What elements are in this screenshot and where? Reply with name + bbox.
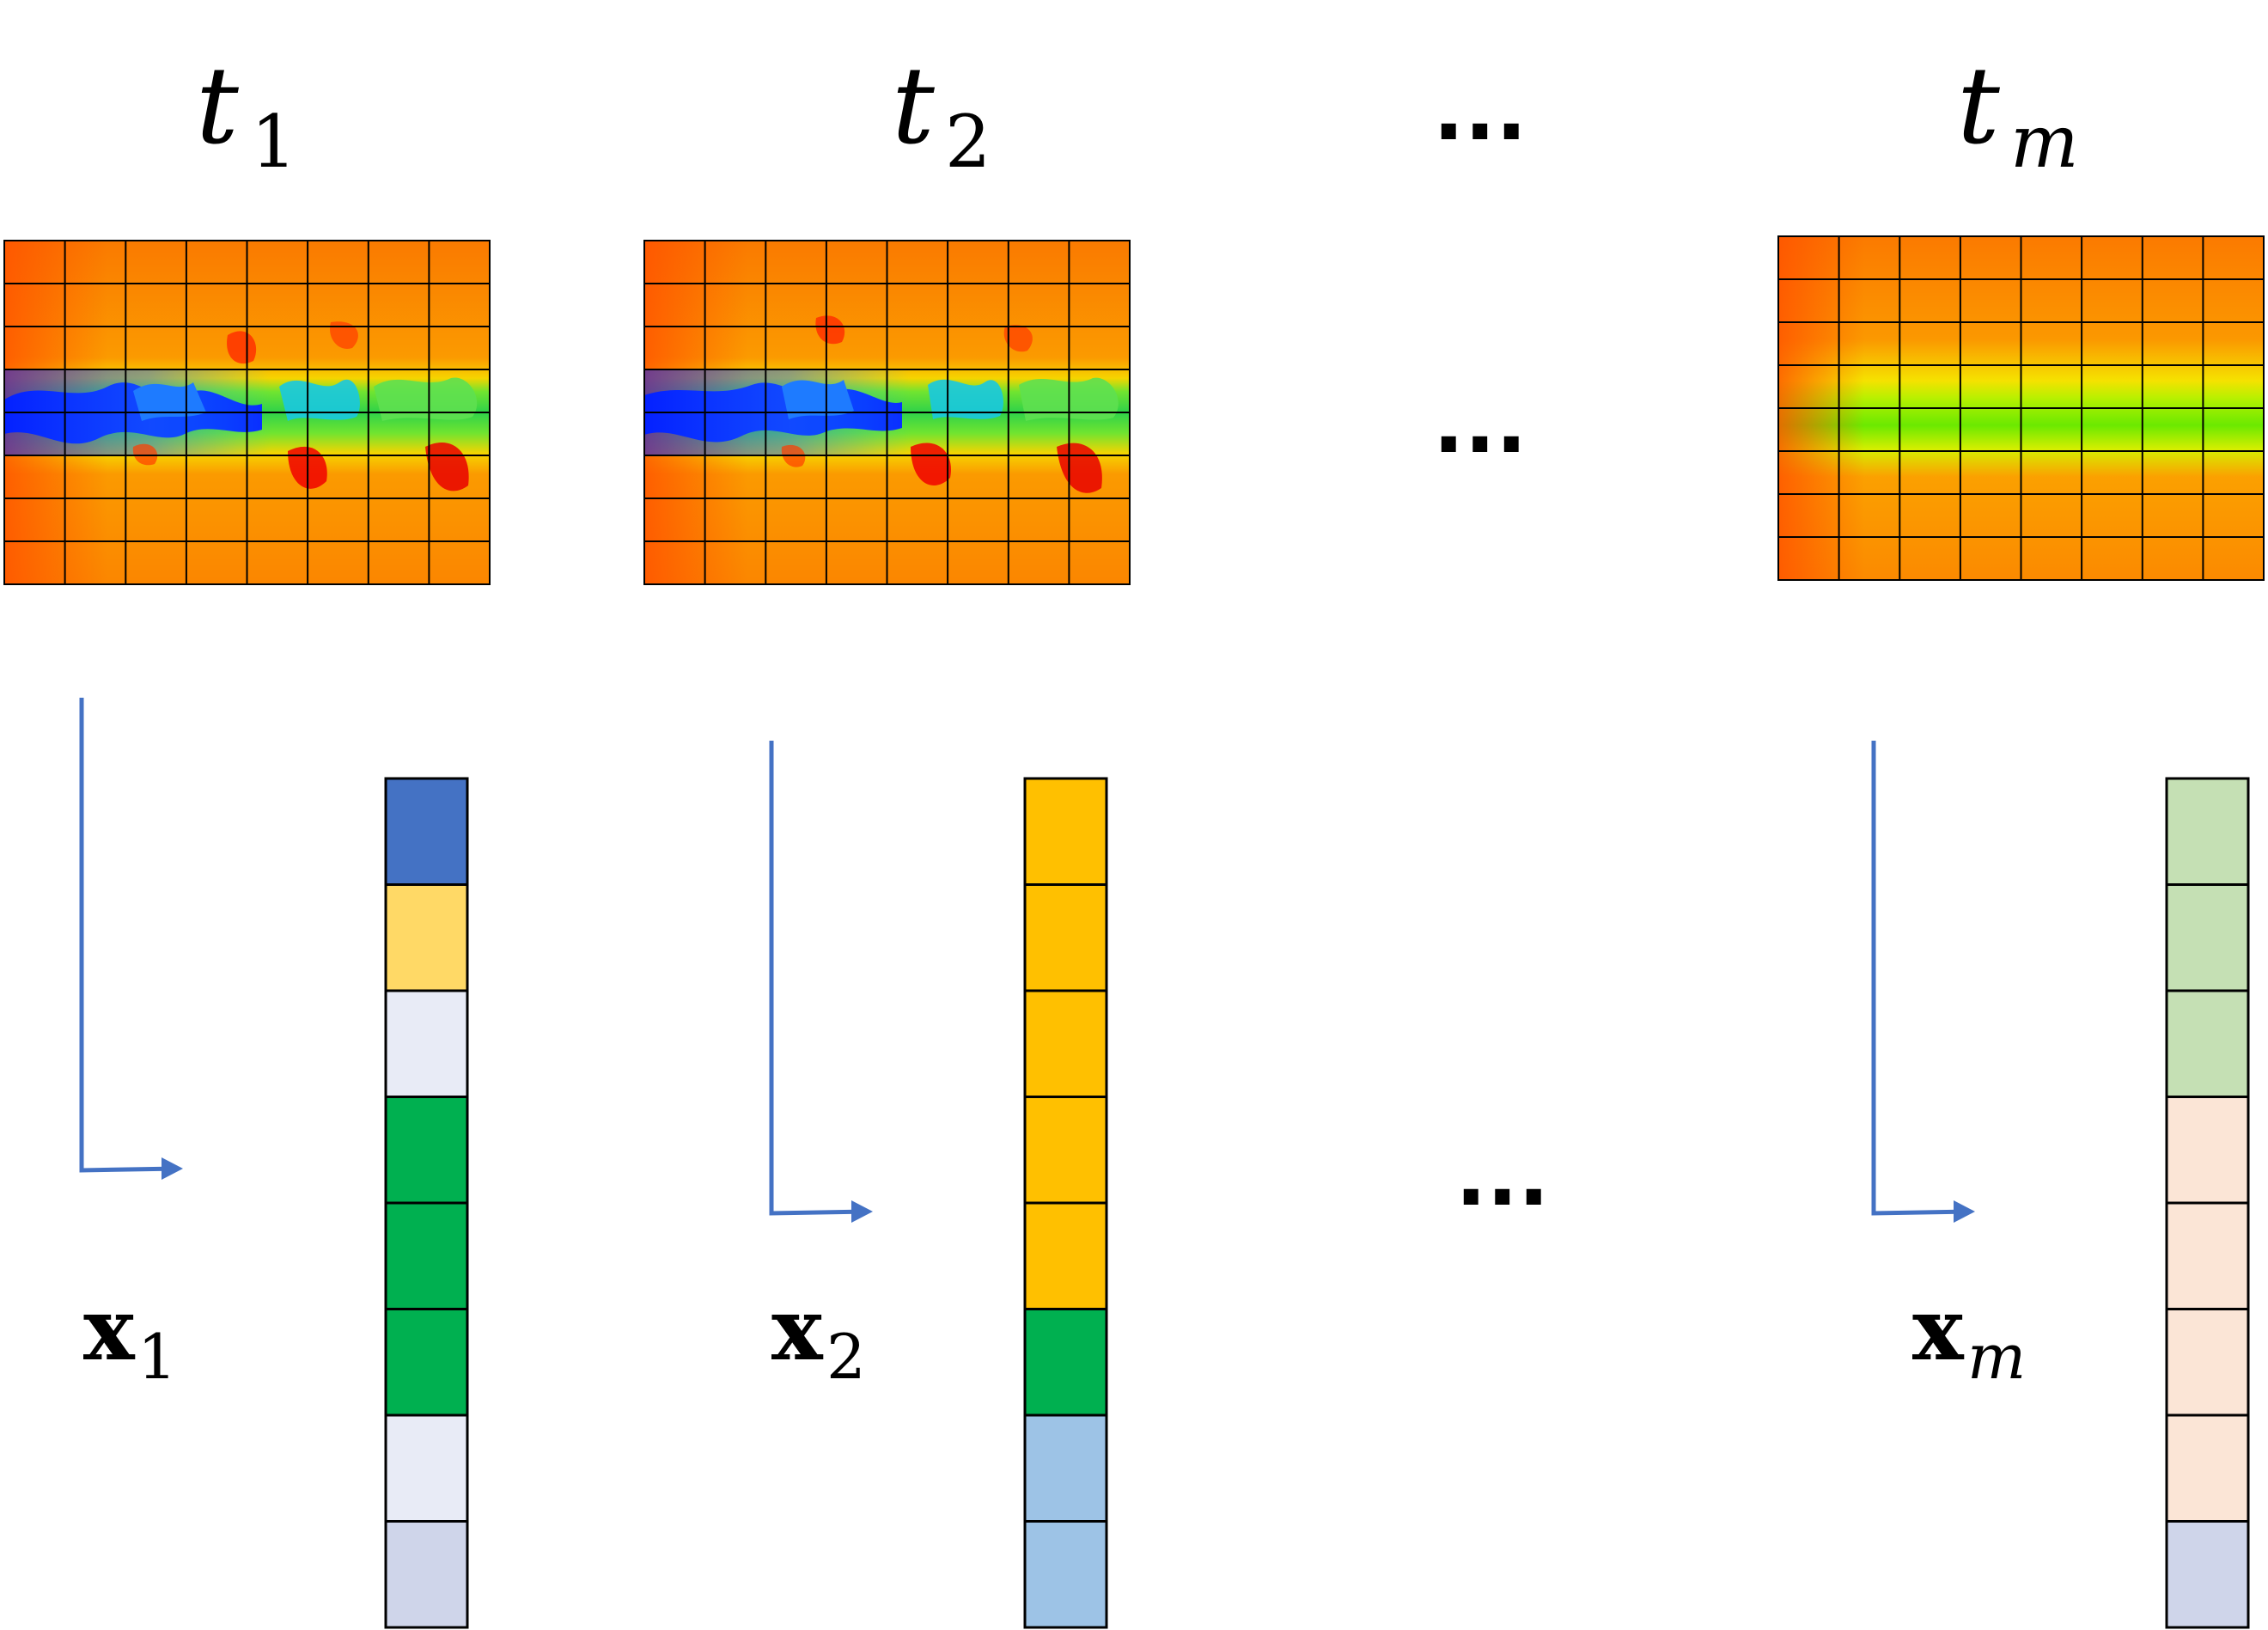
vector-cell [2165,1096,2250,1205]
time-label-t1: t 1 [196,45,296,184]
vector-cell [1023,777,1108,886]
time-label-tm: t m [1957,45,2079,184]
vector-cell [384,1520,469,1629]
flow-snapshot-1 [3,240,491,585]
vector-cell [1023,1520,1108,1629]
svg-text:2: 2 [826,1321,866,1393]
flow-snapshot-m [1777,235,2265,581]
vector-cell [2165,1308,2250,1417]
vector-cell [2165,1520,2250,1629]
l-shaped-arrow-icon [1871,741,1975,1223]
vector-label-x1: x 1 [83,1279,177,1393]
vector-cell [2165,777,2250,886]
svg-text:2: 2 [945,100,991,184]
svg-text:t: t [196,45,240,168]
vector-cell [1023,1413,1108,1523]
svg-text:m: m [2010,100,2079,184]
vector-cell [384,1201,469,1310]
vector-cell [1023,989,1108,1098]
l-shaped-arrow-icon [79,698,183,1180]
svg-text:t: t [892,45,936,168]
vector-cell [1023,883,1108,992]
time-label-t2: t 2 [892,45,991,184]
ellipsis-snapshots: ... [1433,375,1527,472]
svg-text:1: 1 [137,1321,177,1393]
ellipsis-vectors: ... [1455,1128,1549,1224]
l-shaped-arrow-icon [769,741,873,1223]
svg-text:x: x [83,1279,136,1380]
vector-cell [2165,1413,2250,1523]
vector-cell [1023,1308,1108,1417]
vector-cell [384,883,469,992]
svg-text:1: 1 [251,100,296,184]
state-vector-m [2165,777,2250,1629]
svg-text:x: x [1912,1279,1965,1380]
vector-cell [384,1096,469,1205]
vector-cell [384,1308,469,1417]
vector-cell [1023,1096,1108,1205]
vector-cell [384,989,469,1098]
state-vector-2 [1023,777,1108,1629]
ellipsis-header: ... [1433,63,1527,159]
vector-cell [1023,1201,1108,1310]
vector-cell [384,777,469,886]
vector-label-x2: x 2 [771,1279,866,1393]
svg-text:t: t [1957,45,2001,168]
flow-snapshot-2 [643,240,1131,585]
svg-text:m: m [1967,1321,2026,1393]
vector-cell [2165,989,2250,1098]
vector-cell [2165,1201,2250,1310]
state-vector-1 [384,777,469,1629]
svg-text:x: x [771,1279,824,1380]
vector-cell [2165,883,2250,992]
vector-cell [384,1413,469,1523]
vector-label-xm: x m [1912,1279,2026,1393]
